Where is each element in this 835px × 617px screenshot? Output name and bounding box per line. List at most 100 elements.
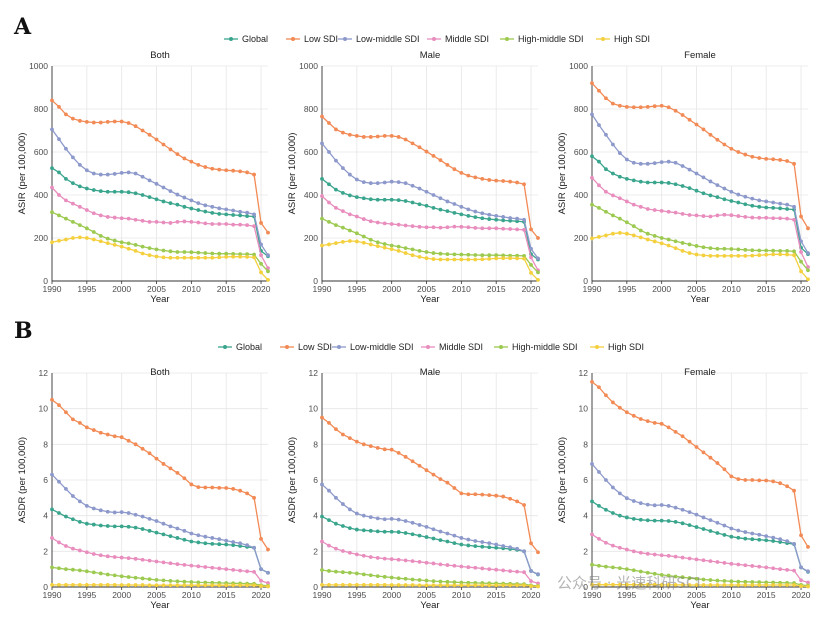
data-point — [529, 246, 533, 251]
data-point — [91, 188, 96, 192]
data-point — [799, 259, 803, 264]
data-point — [389, 575, 394, 580]
data-point — [224, 251, 229, 256]
data-point — [771, 566, 776, 571]
data-point — [722, 561, 727, 565]
data-point — [604, 167, 608, 172]
data-point — [245, 214, 249, 218]
x-tick-label: 1995 — [77, 590, 96, 600]
data-point — [57, 137, 61, 142]
data-point — [147, 178, 152, 183]
data-point — [196, 208, 201, 212]
data-point — [168, 534, 173, 539]
data-point — [431, 472, 436, 477]
data-point — [494, 178, 499, 183]
data-point — [50, 397, 54, 402]
data-point — [320, 568, 324, 572]
data-point — [410, 247, 415, 252]
data-point — [459, 564, 464, 569]
data-point — [494, 213, 499, 218]
data-point — [347, 228, 352, 233]
data-point — [403, 454, 408, 459]
data-point — [799, 584, 803, 589]
data-point — [334, 241, 338, 246]
data-point — [757, 478, 762, 483]
data-point — [64, 567, 68, 572]
data-point — [361, 572, 366, 577]
legend-key-point — [426, 345, 430, 349]
data-point — [119, 435, 124, 440]
data-point — [147, 195, 152, 200]
series-line-low-sdi — [51, 99, 269, 233]
data-point — [638, 105, 643, 110]
data-point — [396, 576, 401, 581]
data-point — [611, 582, 615, 587]
data-point — [659, 572, 664, 577]
data-point — [231, 222, 236, 227]
data-point — [743, 536, 748, 541]
data-point — [361, 234, 366, 239]
data-point — [64, 487, 68, 491]
data-point — [154, 456, 159, 461]
chart-panel-b-female: 0 2 4 6 8 10 12 1990 1995 2000 2005 2010 2015 2020 Fem… — [557, 367, 811, 611]
y-tick-label: 6 — [43, 475, 48, 485]
data-point — [266, 253, 270, 258]
x-tick-label: 2015 — [757, 284, 776, 294]
data-point — [750, 203, 755, 208]
data-point — [203, 203, 208, 208]
data-point — [252, 495, 256, 500]
data-point — [320, 114, 324, 119]
data-point — [98, 172, 103, 177]
data-point — [452, 210, 457, 215]
data-point — [459, 536, 464, 540]
data-point — [501, 568, 506, 573]
data-point — [175, 152, 180, 157]
x-axis-label: Year — [690, 294, 709, 305]
data-point — [375, 134, 380, 139]
data-point — [715, 253, 720, 258]
data-point — [320, 582, 324, 587]
data-point — [736, 192, 741, 197]
data-point — [424, 149, 429, 154]
data-point — [604, 393, 608, 398]
data-point — [57, 511, 61, 515]
data-point — [438, 583, 443, 588]
data-point — [757, 198, 762, 203]
data-point — [645, 582, 650, 587]
data-point — [382, 242, 387, 246]
data-point — [361, 513, 366, 518]
data-point — [424, 256, 429, 261]
data-point — [217, 167, 222, 172]
data-point — [154, 583, 159, 588]
data-point — [501, 218, 506, 223]
data-point — [617, 582, 622, 587]
data-point — [175, 202, 180, 207]
data-point — [736, 247, 741, 252]
data-point — [680, 241, 685, 245]
data-point — [459, 224, 464, 229]
data-point — [687, 251, 692, 255]
data-point — [501, 256, 506, 261]
data-point — [659, 503, 664, 507]
data-point — [736, 200, 741, 205]
data-point — [617, 103, 622, 108]
data-point — [231, 252, 236, 256]
data-point — [666, 181, 671, 185]
data-point — [341, 502, 345, 506]
data-point — [50, 185, 54, 190]
data-point — [431, 527, 436, 532]
data-point — [203, 255, 208, 260]
data-point — [673, 210, 678, 215]
data-point — [631, 160, 636, 165]
x-axis-label: Year — [150, 294, 169, 305]
data-point — [673, 582, 678, 587]
data-point — [438, 225, 443, 230]
data-point — [750, 583, 755, 587]
data-point — [203, 251, 208, 255]
data-point — [729, 561, 734, 566]
legend-label: Middle SDI — [445, 34, 489, 44]
data-point — [743, 579, 748, 584]
data-point — [347, 193, 352, 198]
data-point — [347, 570, 352, 575]
data-point — [438, 538, 443, 542]
